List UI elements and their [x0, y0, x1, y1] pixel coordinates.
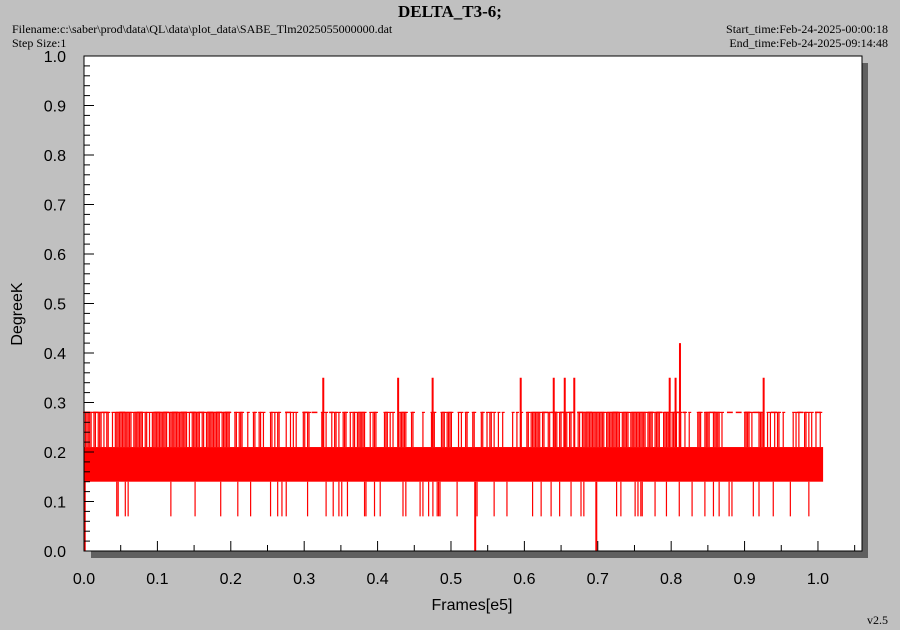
x-axis-title: Frames[e5]: [432, 597, 513, 614]
x-tick-label: 0.1: [146, 571, 168, 588]
data-series: [83, 343, 824, 551]
end-time-label: End_time:Feb-24-2025-09:14:48: [729, 36, 888, 50]
y-axis-title: DegreeK: [9, 282, 26, 345]
y-tick-label: 0.2: [44, 445, 66, 462]
x-tick-label: 0.0: [73, 571, 95, 588]
y-tick-label: 0.0: [44, 544, 66, 561]
x-tick-label: 0.8: [660, 571, 682, 588]
x-tick-label: 0.7: [587, 571, 609, 588]
y-tick-label: 0.4: [44, 346, 66, 363]
y-tick-label: 0.8: [44, 148, 66, 165]
chart-title: DELTA_T3-6;: [398, 2, 502, 21]
step-size-label: Step Size:1: [12, 36, 67, 50]
y-tick-label: 0.5: [44, 297, 66, 314]
x-tick-label: 0.2: [220, 571, 242, 588]
y-tick-label: 0.6: [44, 247, 66, 264]
x-tick-label: 0.4: [366, 571, 388, 588]
y-tick-label: 0.3: [44, 396, 66, 413]
x-tick-label: 0.5: [440, 571, 462, 588]
series-dense-band: [84, 447, 824, 482]
y-tick-label: 0.1: [44, 495, 66, 512]
start-time-label: Start_time:Feb-24-2025-00:00:18: [726, 22, 888, 36]
y-tick-label: 0.7: [44, 198, 66, 215]
version-label: v2.5: [867, 613, 888, 627]
x-axis: 0.0 0.1 0.2 0.3 0.4 0.5 0.6 0.7 0.8 0.9 1.0: [73, 541, 862, 588]
x-tick-label: 0.9: [733, 571, 755, 588]
x-tick-label: 1.0: [807, 571, 829, 588]
x-tick-label: 0.3: [293, 571, 315, 588]
y-tick-label: 0.9: [44, 99, 66, 116]
y-axis: 0.0 0.1 0.2 0.3 0.4 0.5 0.6 0.7 0.8 0.9 1.0: [44, 49, 94, 561]
filename-label: Filename:c:\saber\prod\data\QL\data\plot…: [12, 22, 393, 36]
y-tick-label: 1.0: [44, 49, 66, 66]
x-tick-label: 0.6: [513, 571, 535, 588]
